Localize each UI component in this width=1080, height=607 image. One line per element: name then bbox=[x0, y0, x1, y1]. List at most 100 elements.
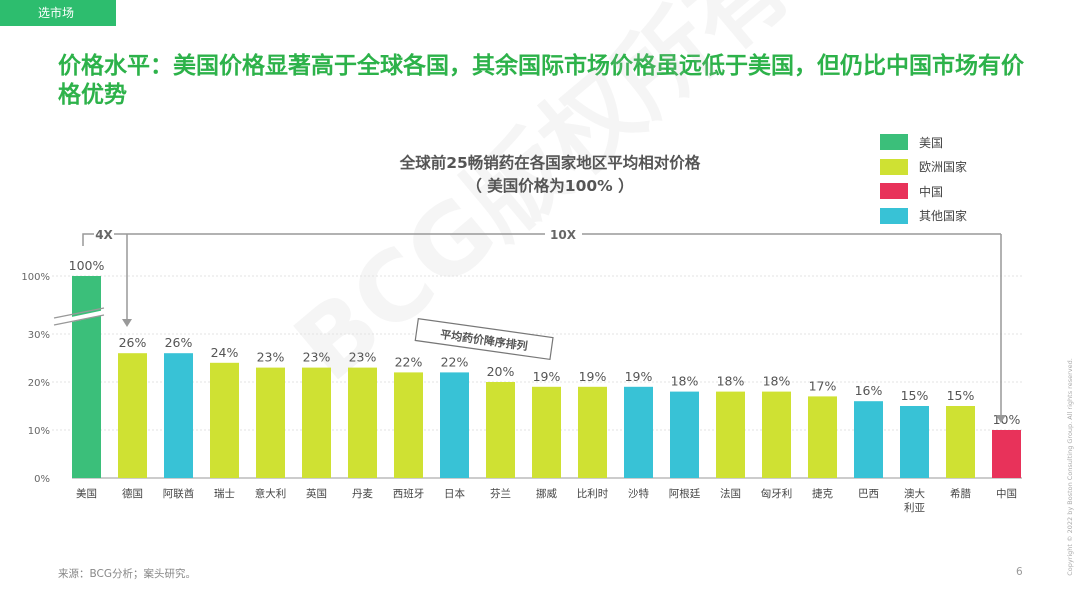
axis-break-mark bbox=[53, 307, 105, 319]
data-label: 18% bbox=[671, 374, 699, 389]
bar-巴西 bbox=[854, 401, 883, 478]
x-tick-label: 希腊 bbox=[950, 487, 971, 500]
data-label: 19% bbox=[579, 369, 607, 384]
bar-沙特 bbox=[624, 386, 653, 478]
data-label: 22% bbox=[441, 354, 469, 369]
axis-break-mark bbox=[53, 314, 105, 326]
bar-英国 bbox=[302, 367, 331, 478]
data-label: 10% bbox=[993, 412, 1021, 427]
chart-subtitle: （ 美国价格为100% ） bbox=[466, 177, 634, 195]
legend-label: 美国 bbox=[919, 135, 944, 150]
data-label: 23% bbox=[257, 350, 285, 365]
arrowhead-4x bbox=[122, 319, 132, 327]
bar-丹麦 bbox=[348, 367, 377, 478]
x-tick-label: 阿联酋 bbox=[163, 487, 195, 500]
data-label: 15% bbox=[901, 388, 929, 403]
x-tick-label: 芬兰 bbox=[490, 487, 511, 500]
x-tick-label: 利亚 bbox=[904, 502, 925, 514]
legend-label: 欧洲国家 bbox=[919, 160, 968, 175]
legend-label: 中国 bbox=[919, 184, 944, 199]
x-tick-label: 美国 bbox=[76, 487, 97, 500]
data-label: 20% bbox=[487, 364, 515, 379]
bar-阿根廷 bbox=[670, 391, 699, 478]
legend-item-us: 美国 bbox=[880, 130, 967, 155]
data-label: 22% bbox=[395, 354, 423, 369]
bar-阿联酋 bbox=[164, 353, 193, 478]
bar-希腊 bbox=[946, 406, 975, 478]
sort-order-box bbox=[414, 317, 554, 361]
y-tick-label: 10% bbox=[28, 426, 50, 437]
data-label: 18% bbox=[717, 374, 745, 389]
data-label: 17% bbox=[809, 378, 837, 393]
x-tick-label: 阿根廷 bbox=[669, 487, 701, 500]
bracket-label-10x: 10X bbox=[550, 228, 577, 242]
chart-title: 全球前25畅销药在各国家地区平均相对价格 bbox=[399, 154, 701, 172]
x-tick-label: 捷克 bbox=[812, 487, 833, 500]
arrowhead-10x bbox=[996, 415, 1006, 423]
bar-比利时 bbox=[578, 386, 607, 478]
data-label: 23% bbox=[303, 350, 331, 365]
x-tick-label: 日本 bbox=[444, 487, 465, 500]
bracket-label-4x: 4X bbox=[95, 228, 113, 242]
x-tick-label: 西班牙 bbox=[393, 488, 425, 500]
section-tab: 选市场 bbox=[0, 0, 116, 26]
axis-break-gap bbox=[56, 309, 107, 326]
x-tick-label: 巴西 bbox=[858, 488, 879, 500]
data-label: 24% bbox=[211, 345, 239, 360]
data-label: 23% bbox=[349, 350, 377, 365]
x-tick-label: 瑞士 bbox=[214, 487, 235, 500]
data-label: 18% bbox=[763, 374, 791, 389]
sort-order-callout: 平均药价降序排列 bbox=[414, 317, 554, 361]
data-label: 16% bbox=[855, 383, 883, 398]
bar-中国 bbox=[992, 430, 1021, 478]
bar-澳大利亚 bbox=[900, 406, 929, 478]
legend-label: 其他国家 bbox=[919, 209, 968, 224]
chart-title-block: 全球前25畅销药在各国家地区平均相对价格 （ 美国价格为100% ） bbox=[300, 152, 800, 198]
y-tick-label: 0% bbox=[34, 474, 50, 485]
copyright-notice: Copyright © 2022 by Boston Consulting Gr… bbox=[1062, 352, 1078, 582]
x-tick-label: 比利时 bbox=[577, 487, 609, 500]
legend-swatch-other bbox=[880, 207, 908, 224]
bar-西班牙 bbox=[394, 372, 423, 478]
chart-legend: 美国 欧洲国家 中国 其他国家 bbox=[880, 130, 967, 228]
bar-瑞士 bbox=[210, 362, 239, 478]
legend-swatch-europe bbox=[880, 158, 908, 175]
page-headline: 价格水平：美国价格显著高于全球各国，其余国际市场价格虽远低于美国，但仍比中国市场… bbox=[58, 53, 1024, 108]
data-label: 100% bbox=[69, 258, 105, 273]
legend-item-china: 中国 bbox=[880, 179, 967, 204]
footer-source: 来源：BCG分析；案头研究。 bbox=[58, 568, 196, 580]
x-tick-label: 意大利 bbox=[255, 487, 287, 500]
data-label: 15% bbox=[947, 388, 975, 403]
data-label: 19% bbox=[533, 369, 561, 384]
x-tick-label: 挪威 bbox=[536, 487, 557, 500]
x-tick-label: 丹麦 bbox=[352, 488, 373, 500]
legend-swatch-us bbox=[880, 134, 908, 151]
x-tick-label: 澳大 bbox=[904, 487, 925, 500]
x-tick-label: 中国 bbox=[996, 487, 1017, 500]
bar-德国 bbox=[118, 353, 147, 478]
bar-日本 bbox=[440, 372, 469, 478]
x-tick-label: 德国 bbox=[122, 487, 143, 500]
y-tick-label: 30% bbox=[28, 330, 50, 341]
bar-芬兰 bbox=[486, 382, 515, 478]
bar-挪威 bbox=[532, 386, 561, 478]
data-label: 19% bbox=[625, 369, 653, 384]
x-tick-label: 法国 bbox=[720, 487, 741, 500]
legend-swatch-china bbox=[880, 183, 908, 200]
bar-捷克 bbox=[808, 396, 837, 478]
x-tick-label: 沙特 bbox=[628, 488, 649, 500]
bar-美国 bbox=[72, 276, 101, 478]
x-tick-label: 英国 bbox=[306, 487, 327, 500]
bracket-left-arm bbox=[82, 233, 94, 246]
data-label: 26% bbox=[119, 335, 147, 350]
data-label: 26% bbox=[165, 335, 193, 350]
bar-意大利 bbox=[256, 367, 285, 478]
legend-item-other: 其他国家 bbox=[880, 204, 967, 229]
copyright-text: Copyright © 2022 by Boston Consulting Gr… bbox=[1066, 358, 1074, 576]
x-tick-label: 匈牙利 bbox=[761, 487, 793, 500]
bar-法国 bbox=[716, 391, 745, 478]
legend-item-europe: 欧洲国家 bbox=[880, 155, 967, 180]
y-tick-label: 100% bbox=[21, 272, 50, 283]
bar-匈牙利 bbox=[762, 391, 791, 478]
